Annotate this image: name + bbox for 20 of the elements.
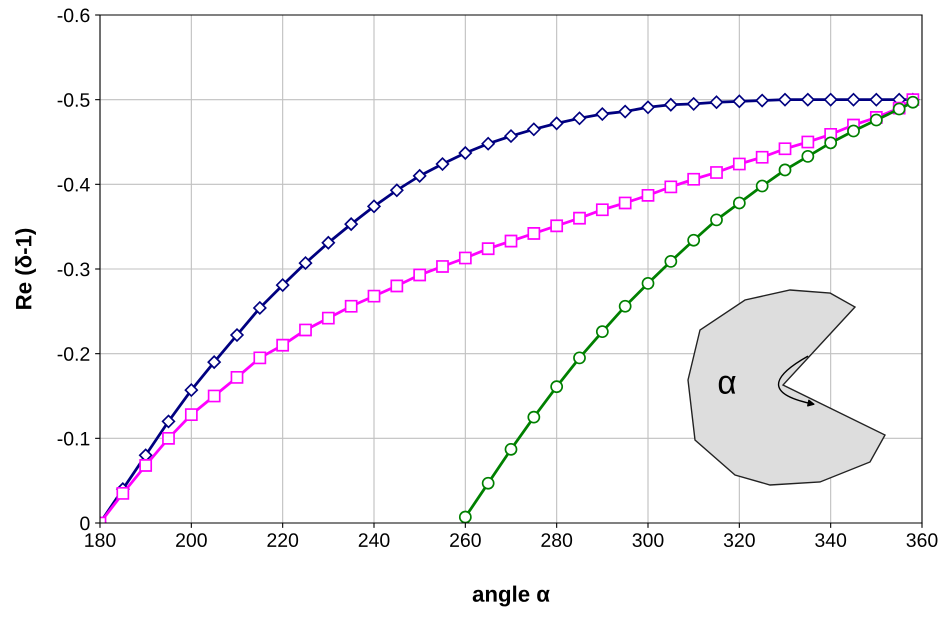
y-tick-label: -0.5 xyxy=(58,93,90,107)
y-tick-label: -0.3 xyxy=(58,262,90,276)
y-axis-title: Re (δ-1) xyxy=(15,228,36,309)
y-tick-label: -0.1 xyxy=(58,432,90,446)
y-tick-label: -0.4 xyxy=(58,178,90,192)
annotation: α xyxy=(718,376,736,394)
x-tick-label: 200 xyxy=(176,533,207,548)
x-tick-label: 300 xyxy=(632,533,664,548)
x-tick-label: 340 xyxy=(815,533,846,548)
y-tick-label: 0 xyxy=(80,516,90,530)
x-tick-label: 280 xyxy=(541,533,572,548)
y-tick-label: -0.2 xyxy=(58,347,90,361)
x-tick-label: 260 xyxy=(450,533,481,548)
y-tick-label: -0.6 xyxy=(58,8,90,22)
x-tick-label: 320 xyxy=(724,533,755,548)
x-tick-label: 240 xyxy=(358,533,390,548)
x-tick-label: 220 xyxy=(267,533,298,548)
x-axis-title: angle α xyxy=(472,586,550,606)
x-tick-label: 180 xyxy=(85,533,116,548)
x-tick-label: 360 xyxy=(906,533,938,548)
